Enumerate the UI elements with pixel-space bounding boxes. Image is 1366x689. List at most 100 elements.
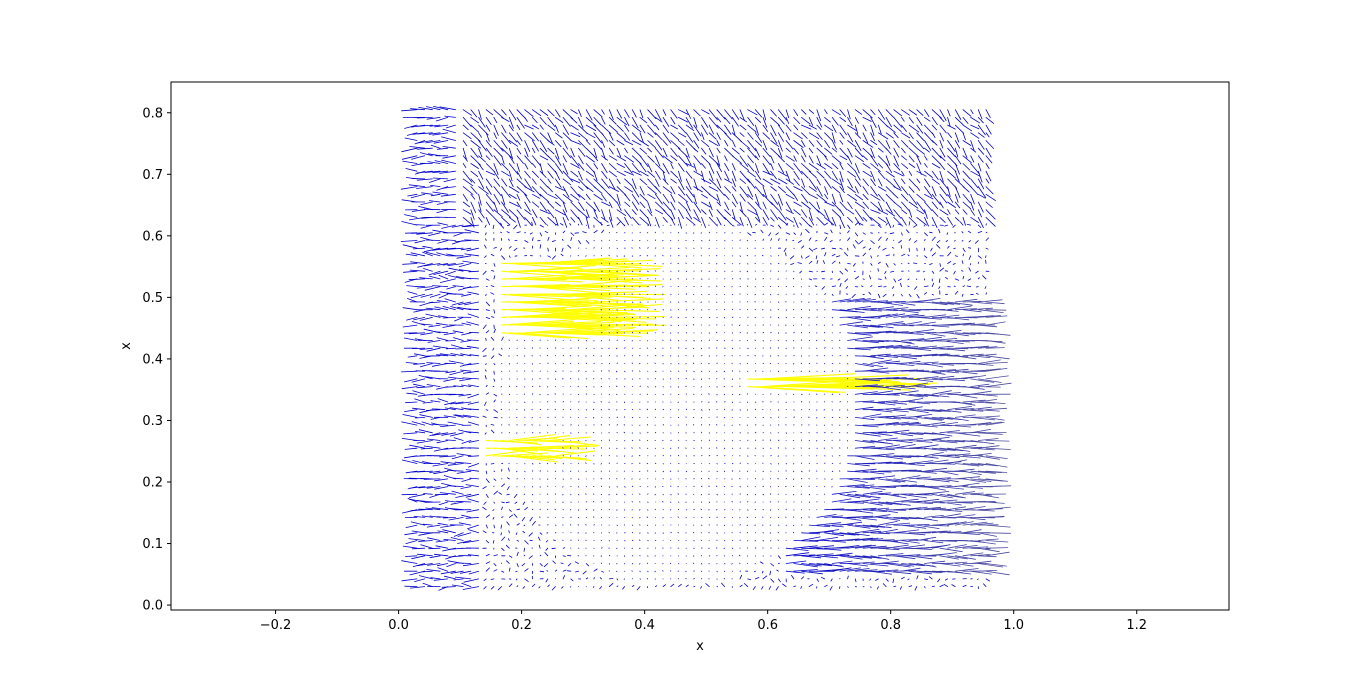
quiver-arrow <box>594 317 664 318</box>
quiver-arrow <box>940 548 962 552</box>
quiver-arrow <box>421 448 433 449</box>
quiver-arrow <box>832 125 836 132</box>
quiver-arrow <box>485 402 487 406</box>
quiver-arrow <box>732 117 738 126</box>
quiver-arrow <box>886 579 888 581</box>
quiver-arrow <box>815 286 817 287</box>
quiver-arrow <box>971 117 980 122</box>
quiver-arrow <box>419 576 432 579</box>
quiver-arrow <box>402 110 418 111</box>
quiver-arrow <box>801 233 802 236</box>
quiver-arrow <box>986 525 1010 527</box>
quiver-arrow <box>909 141 916 148</box>
quiver-arrow <box>502 548 505 550</box>
quiver-arrow <box>437 210 448 213</box>
quiver-arrow <box>494 247 497 248</box>
quiver-arrow <box>702 279 703 280</box>
quiver-arrow <box>463 171 472 182</box>
quiver-arrow <box>525 125 534 129</box>
quiver-arrow <box>586 241 589 244</box>
quiver-arrow <box>517 156 524 164</box>
quiver-arrow <box>640 440 641 441</box>
quiver-arrow <box>640 210 648 219</box>
quiver-arrow <box>955 279 958 280</box>
quiver-arrow <box>525 579 529 582</box>
quiver-arrow <box>436 541 448 543</box>
quiver-arrow <box>948 133 952 138</box>
quiver-arrow <box>862 286 864 287</box>
quiver-arrow <box>798 263 802 264</box>
quiver-arrow <box>484 579 486 581</box>
quiver-arrow <box>863 233 865 235</box>
quiver-arrow <box>648 225 649 226</box>
quiver-arrow <box>471 194 475 199</box>
quiver-arrow <box>530 517 533 521</box>
quiver-arrow <box>632 302 633 303</box>
quiver-arrow <box>583 571 586 574</box>
quiver-arrow <box>840 125 847 135</box>
quiver-arrow <box>410 109 424 110</box>
quiver-arrow <box>830 241 832 242</box>
quiver-arrow <box>917 125 923 133</box>
quiver-arrow <box>451 345 463 348</box>
quiver-arrow <box>609 171 616 177</box>
quiver-arrow <box>722 583 725 587</box>
quiver-arrow <box>855 194 862 200</box>
quiver-arrow <box>963 117 968 123</box>
quiver-arrow <box>686 117 693 128</box>
quiver-arrow <box>491 579 494 580</box>
quiver-arrow <box>869 292 871 294</box>
quiver-arrow <box>509 510 511 512</box>
quiver-arrow <box>532 148 535 153</box>
quiver-arrow <box>878 179 882 186</box>
quiver-arrow <box>948 110 951 116</box>
quiver-arrow <box>517 524 519 526</box>
quiver-arrow <box>917 517 938 521</box>
quiver-arrow <box>948 202 956 208</box>
quiver-arrow <box>971 133 979 139</box>
quiver-arrow <box>586 463 587 464</box>
quiver-arrow <box>802 179 805 187</box>
quiver-arrow <box>586 148 595 157</box>
quiver-arrow <box>902 254 905 256</box>
quiver-arrow <box>406 169 417 172</box>
quiver-arrow <box>517 202 521 209</box>
quiver-arrow <box>434 554 447 556</box>
quiver-arrow <box>955 217 959 221</box>
quiver-arrow <box>902 448 927 449</box>
quiver-arrow <box>463 261 479 263</box>
quiver-arrow <box>825 164 832 169</box>
quiver-arrow <box>594 156 598 161</box>
quiver-arrow <box>509 556 512 558</box>
quiver-arrow <box>501 525 502 528</box>
quiver-arrow <box>963 187 969 193</box>
quiver-arrow <box>494 276 495 279</box>
quiver-arrow <box>678 494 679 495</box>
quiver-arrow <box>932 237 935 240</box>
quiver-arrow <box>771 225 774 226</box>
quiver-arrow <box>457 454 471 456</box>
quiver-arrow <box>802 217 810 226</box>
quiver-arrow <box>491 425 494 426</box>
quiver-arrow <box>825 432 826 433</box>
quiver-arrow <box>932 210 938 217</box>
quiver-arrow <box>845 279 848 282</box>
quiver-arrow <box>539 545 540 548</box>
quiver-arrow <box>563 570 566 571</box>
quiver-arrow <box>552 548 556 549</box>
quiver-arrow <box>563 187 569 198</box>
quiver-arrow <box>502 217 510 225</box>
quiver-arrow <box>878 294 880 298</box>
quiver-arrow <box>986 164 989 169</box>
quiver-arrow <box>500 248 501 250</box>
quiver-arrow <box>648 387 649 388</box>
quiver-arrow <box>755 578 759 579</box>
quiver-arrow <box>832 210 840 218</box>
quiver-arrow <box>679 156 688 166</box>
quiver-arrow <box>522 564 525 566</box>
quiver-arrow <box>494 479 496 481</box>
quiver-arrow <box>491 587 494 590</box>
quiver-arrow <box>563 141 567 150</box>
quiver-arrow <box>748 117 754 125</box>
